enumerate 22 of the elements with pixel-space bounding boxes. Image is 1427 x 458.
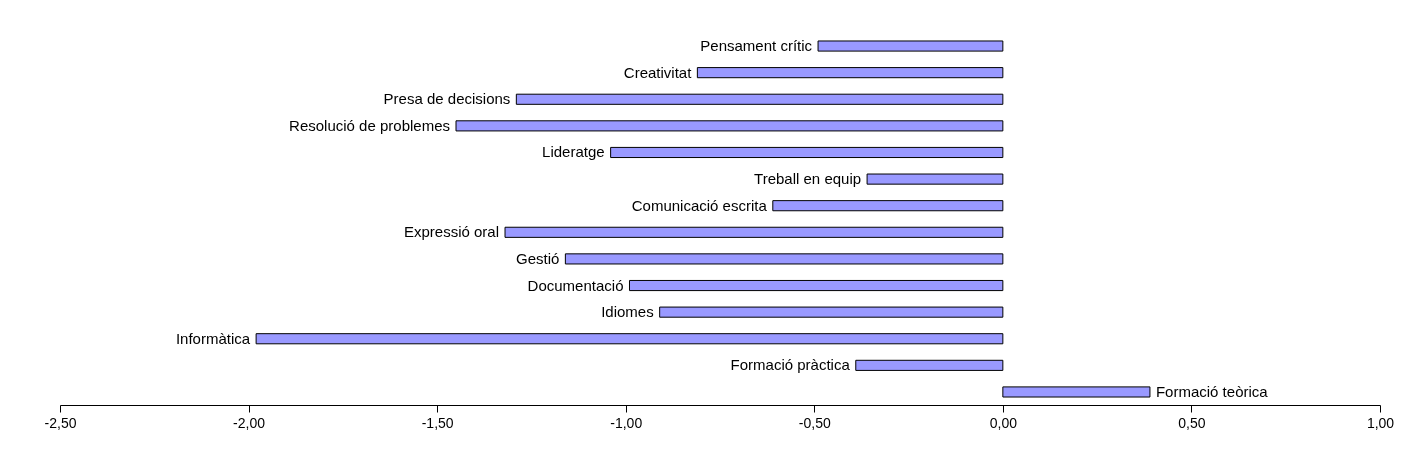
x-tick-label: -1,00: [610, 414, 643, 431]
y-tick-label: Presa de decisions: [383, 90, 511, 108]
y-tick-label: Comunicació escrita: [631, 196, 768, 214]
y-tick-label: Creativitat: [623, 63, 693, 81]
x-tick-label: 1,00: [1366, 414, 1395, 431]
y-tick-label: Gestió: [516, 249, 560, 267]
y-tick-label: Informàtica: [175, 329, 251, 347]
x-tick-label: -2,00: [233, 414, 266, 431]
y-tick-label: Expressió oral: [403, 223, 500, 241]
y-tick-label: Formació teòrica: [1155, 382, 1269, 400]
x-tick-label: -1,50: [421, 414, 454, 431]
y-tick-label: Formació pràctica: [730, 356, 851, 374]
y-tick-label: Treball en equip: [754, 170, 862, 188]
y-tick-label: Pensament crític: [700, 37, 813, 55]
y-tick-label: Lideratge: [542, 143, 605, 161]
x-tick-label: -0,50: [798, 414, 831, 431]
y-tick-label: Idiomes: [601, 303, 654, 321]
x-tick-label: -2,50: [44, 414, 77, 431]
x-tick-label: 0,50: [1178, 414, 1206, 431]
x-tick-label: 0,00: [989, 414, 1018, 431]
y-tick-label: Resolució de problemes: [289, 116, 450, 134]
y-tick-label: Documentació: [527, 276, 624, 294]
